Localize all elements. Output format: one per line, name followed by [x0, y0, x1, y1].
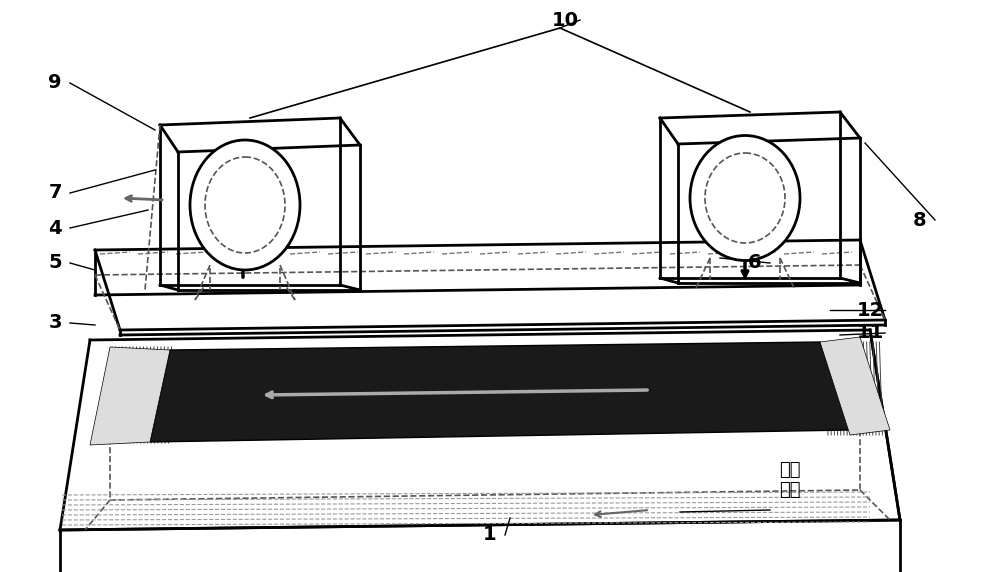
- Polygon shape: [90, 347, 170, 445]
- Text: 4: 4: [48, 219, 62, 237]
- Text: 12: 12: [856, 300, 884, 320]
- Text: 7: 7: [48, 184, 62, 202]
- Text: 通光
方向: 通光 方向: [779, 460, 801, 499]
- Polygon shape: [150, 342, 850, 442]
- Text: 3: 3: [48, 313, 62, 332]
- Text: 10: 10: [552, 10, 578, 30]
- Text: 8: 8: [913, 210, 927, 229]
- Text: 5: 5: [48, 253, 62, 272]
- Text: 6: 6: [748, 253, 762, 272]
- Polygon shape: [820, 337, 890, 435]
- Text: 9: 9: [48, 73, 62, 93]
- Text: 11: 11: [856, 324, 884, 343]
- Ellipse shape: [190, 140, 300, 270]
- Text: 1: 1: [483, 526, 497, 545]
- Ellipse shape: [690, 136, 800, 260]
